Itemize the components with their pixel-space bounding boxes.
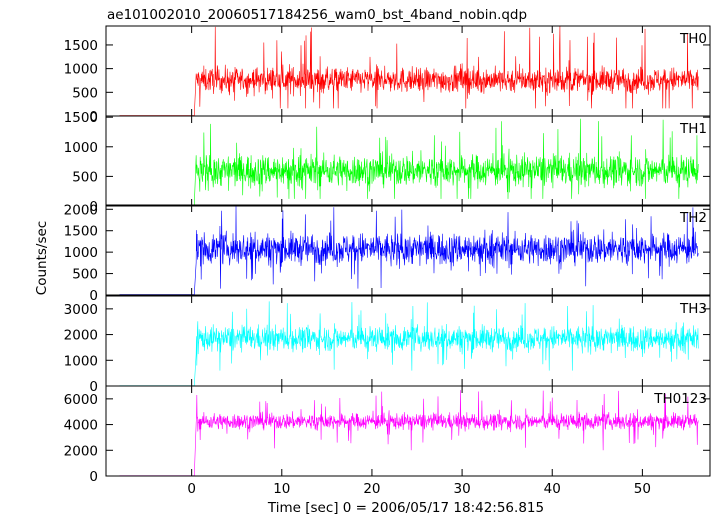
series-line-th2 [119, 206, 699, 295]
y-tick-label: 1000 [64, 245, 98, 261]
x-tick-label: 0 [187, 481, 196, 497]
series-label-th3: TH3 [679, 301, 707, 317]
x-axis-label: Time [sec] 0 = 2006/05/17 18:42:56.815 [267, 500, 544, 516]
series-line-th3 [119, 301, 699, 386]
y-tick-label: 500 [72, 85, 98, 101]
y-tick-label: 2000 [64, 328, 98, 344]
panels-group: 0 500 1000 1500 TH0 0 500 1000 1500 TH1 0 500 1000 15… [64, 25, 711, 485]
y-tick-label: 2000 [64, 443, 98, 459]
panel-th1: 0 500 1000 1500 TH1 [64, 110, 711, 215]
y-tick-label: 500 [72, 169, 98, 185]
y-tick-label: 0 [89, 379, 98, 395]
y-tick-label: 1500 [64, 110, 98, 126]
panel-th0123: 0 2000 4000 6000 TH0123 [64, 385, 711, 485]
y-tick-label: 2000 [64, 202, 98, 218]
x-tick-label: 10 [273, 481, 290, 497]
x-tick-label: 20 [363, 481, 380, 497]
y-tick-label: 0 [89, 109, 98, 125]
y-axis-label: Counts/sec [34, 221, 50, 295]
y-tick-label: 3000 [64, 302, 98, 318]
x-tick-label: 50 [634, 481, 651, 497]
panel-frame [105, 385, 711, 477]
panel-th3: 0 1000 2000 3000 TH3 [64, 295, 711, 395]
panel-frame [105, 115, 711, 207]
series-label-th2: TH2 [679, 210, 707, 226]
y-tick-label: 6000 [64, 392, 98, 408]
chart-title: ae101002010_20060517184256_wam0_bst_4ban… [107, 7, 527, 23]
y-tick-label: 0 [89, 469, 98, 485]
series-label-th1: TH1 [679, 121, 707, 137]
y-tick-label: 0 [89, 199, 98, 215]
x-tick-label: 40 [544, 481, 561, 497]
series-line-th0123 [119, 390, 699, 476]
y-tick-label: 4000 [64, 418, 98, 434]
panel-th0: 0 500 1000 1500 TH0 [64, 25, 711, 125]
y-tick-label: 0 [89, 288, 98, 304]
x-tick-label: 30 [453, 481, 470, 497]
y-tick-label: 500 [72, 267, 98, 283]
series-line-th1 [119, 118, 699, 206]
series-line-th0 [119, 26, 699, 116]
series-label-th0: TH0 [679, 31, 707, 47]
y-tick-label: 1000 [64, 62, 98, 78]
panel-th2: 0 500 1000 1500 2000 TH2 [64, 202, 711, 304]
series-label-th0123: TH0123 [653, 391, 707, 407]
y-tick-label: 1000 [64, 140, 98, 156]
y-tick-label: 1500 [64, 38, 98, 54]
panel-frame [105, 204, 711, 296]
x-axis: 0 10 20 30 40 50 [187, 481, 651, 497]
y-tick-label: 1000 [64, 353, 98, 369]
y-tick-label: 1500 [64, 224, 98, 240]
